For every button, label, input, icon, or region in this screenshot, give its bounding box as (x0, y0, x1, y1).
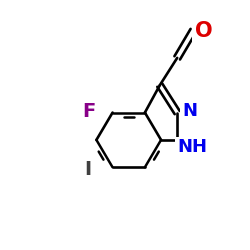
Text: NH: NH (177, 138, 207, 156)
Text: O: O (194, 20, 212, 40)
Text: F: F (82, 102, 96, 121)
Text: I: I (84, 160, 91, 179)
Text: N: N (182, 102, 197, 119)
